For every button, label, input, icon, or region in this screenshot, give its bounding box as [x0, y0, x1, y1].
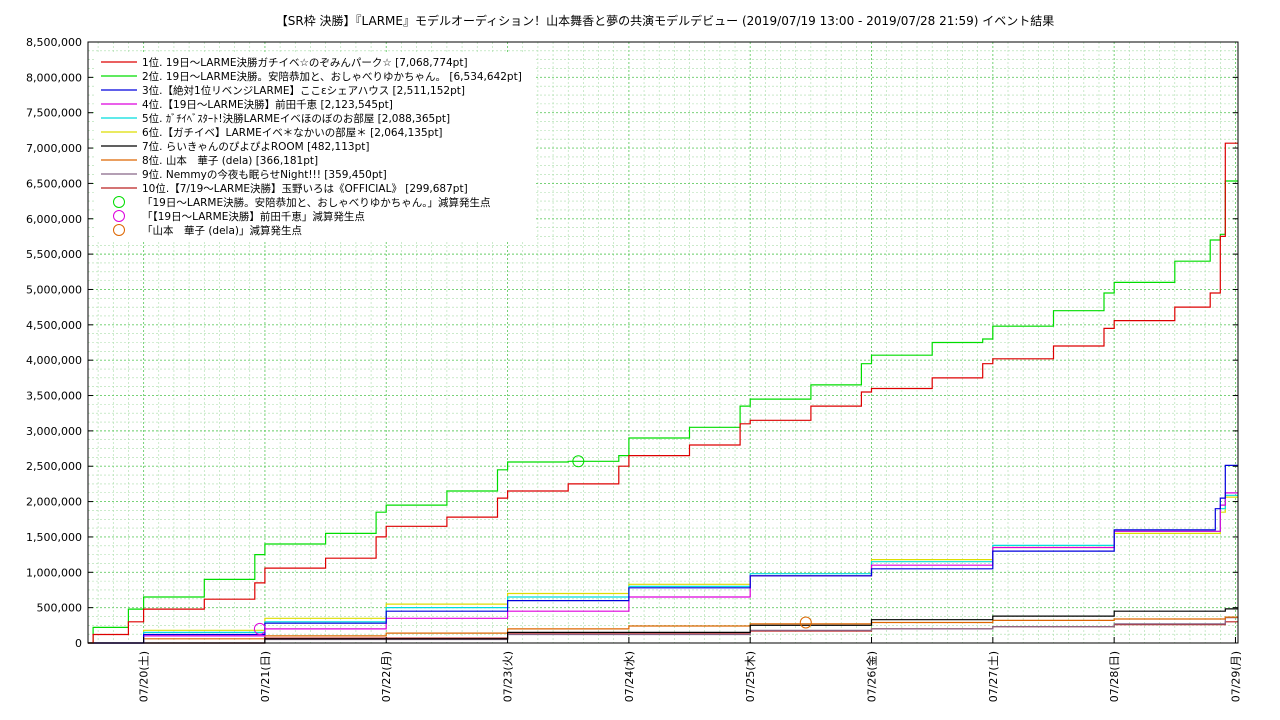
- x-tick-label: 07/28(日): [1108, 651, 1121, 702]
- legend-entry: 2位. 19日～LARME決勝。安陪恭加と、おしゃべりゆかちゃん。 [6,534…: [142, 70, 522, 83]
- legend-entry: 1位. 19日～LARME決勝ガチイベ☆のぞみんパーク☆ [7,068,774p…: [142, 56, 468, 69]
- legend-entry: 4位.【19日～LARME決勝】前田千恵 [2,123,545pt]: [142, 98, 393, 111]
- x-tick-label: 07/27(土): [987, 651, 1000, 702]
- series-line: [88, 464, 1238, 644]
- x-axis: 07/20(土) 07/21(日) 07/22(月) 07/23(火) 07/24(水)…: [138, 637, 1242, 702]
- legend-entry: 5位. ｶﾞﾁｲﾍﾞｽﾀｰﾄ!決勝LARMEイベほのぼのお部屋 [2,088,3…: [142, 112, 450, 125]
- chart-title: 【SR枠 決勝】『LARME』モデルオーディション！山本舞香と夢の共演モデルデビ…: [276, 13, 1054, 28]
- series-line: [88, 142, 1238, 644]
- y-tick-label: 7,500,000: [26, 107, 82, 120]
- x-tick-label: 07/23(火): [502, 651, 515, 702]
- y-tick-label: 6,000,000: [26, 213, 82, 226]
- y-axis: 0 500,000 1,000,000 1,500,000 2,000,000 2,500…: [26, 36, 1238, 650]
- legend-entry: 8位. 山本 華子 (dela) [366,181pt]: [142, 154, 318, 167]
- y-tick-label: 1,000,000: [26, 566, 82, 579]
- legend-entry: 3位.【絶対1位リベンジLARME】ここεシェアハウス [2,511,152pt…: [142, 84, 465, 97]
- y-tick-label: 8,000,000: [26, 71, 82, 84]
- deduction-marker: [253, 622, 266, 635]
- y-tick-label: 4,500,000: [26, 319, 82, 332]
- legend-marker-swatch: [113, 224, 125, 236]
- x-tick-label: 07/21(日): [259, 651, 272, 702]
- legend-marker-entry: 「【19日～LARME決勝】前田千恵」減算発生点: [142, 210, 365, 223]
- x-tick-label: 07/20(土): [138, 651, 151, 702]
- x-tick-label: 07/22(月): [380, 651, 393, 702]
- y-tick-label: 3,000,000: [26, 425, 82, 438]
- x-tick-label: 07/26(金): [865, 651, 879, 702]
- legend-entry: 10位.【7/19～LARME決勝】玉野いろは《OFFICIAL》 [299,6…: [142, 182, 468, 195]
- deduction-marker: [799, 616, 812, 629]
- legend-marker-entry: 「山本 華子 (dela)」減算発生点: [142, 224, 302, 237]
- y-tick-label: 5,000,000: [26, 283, 82, 296]
- y-tick-label: 8,500,000: [26, 36, 82, 49]
- legend-marker-swatch: [113, 210, 125, 222]
- marker-layer: [253, 455, 812, 635]
- y-tick-label: 7,000,000: [26, 142, 82, 155]
- legend-entry: 7位. らいきゃんのぴよぴよROOM [482,113pt]: [142, 140, 369, 153]
- x-tick-label: 07/25(木): [744, 651, 757, 702]
- y-tick-label: 2,500,000: [26, 460, 82, 473]
- legend-marker-entry: 「19日～LARME決勝。安陪恭加と、おしゃべりゆかちゃん。」減算発生点: [142, 196, 490, 209]
- plot-frame: [87, 41, 1239, 644]
- legend-marker-swatch: [113, 196, 125, 208]
- deduction-marker: [572, 455, 585, 468]
- legend-background: [94, 54, 534, 240]
- series-line: [88, 180, 1238, 644]
- y-tick-label: 3,500,000: [26, 390, 82, 403]
- y-tick-label: 1,500,000: [26, 531, 82, 544]
- y-tick-label: 2,000,000: [26, 496, 82, 509]
- legend-entry: 9位. Nemmyの今夜も眠らせNight!!! [359,450pt]: [142, 168, 387, 181]
- legend-entry: 6位.【ガチイベ】LARMEイベ＊なかいの部屋＊ [2,064,135pt]: [142, 126, 443, 139]
- legend: 1位. 19日～LARME決勝ガチイベ☆のぞみんパーク☆ [7,068,774p…: [94, 54, 534, 240]
- x-tick-label: 07/24(水): [623, 651, 636, 702]
- y-tick-label: 6,500,000: [26, 177, 82, 190]
- y-tick-label: 0: [75, 637, 82, 650]
- y-tick-label: 5,500,000: [26, 248, 82, 261]
- y-tick-label: 500,000: [37, 602, 83, 615]
- y-tick-label: 4,000,000: [26, 354, 82, 367]
- x-tick-label: 07/29(月): [1229, 651, 1242, 702]
